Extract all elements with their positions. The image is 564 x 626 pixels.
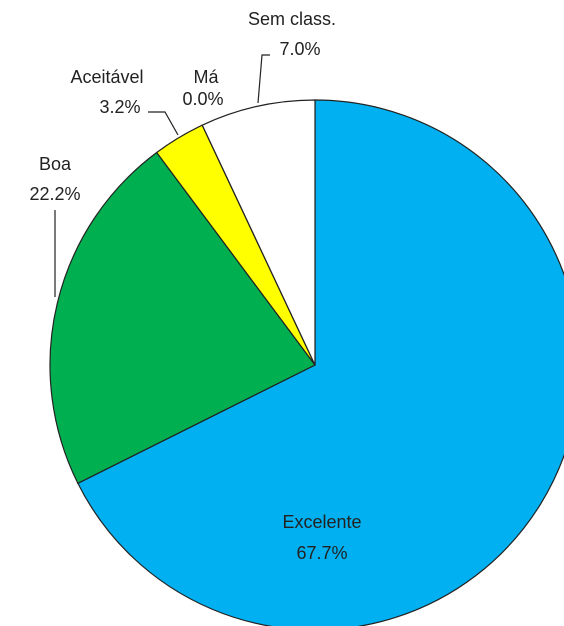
value-label: 22.2%	[29, 184, 80, 204]
pie-slice	[77, 99, 564, 626]
value-label: 7.0%	[279, 39, 320, 59]
slice-label: Má	[193, 67, 219, 87]
pie-slice	[49, 151, 316, 485]
pie-slice	[201, 99, 316, 366]
slice-label: Excelente	[282, 512, 361, 532]
leader-line	[257, 54, 270, 104]
value-label: 0.0%	[182, 89, 223, 109]
value-label: 67.7%	[296, 543, 347, 563]
slice-label: Aceitável	[70, 67, 143, 87]
value-label: 3.2%	[99, 97, 140, 117]
leader-line	[148, 111, 179, 136]
slice-label: Sem class.	[248, 9, 336, 29]
slice-label: Boa	[39, 154, 72, 174]
